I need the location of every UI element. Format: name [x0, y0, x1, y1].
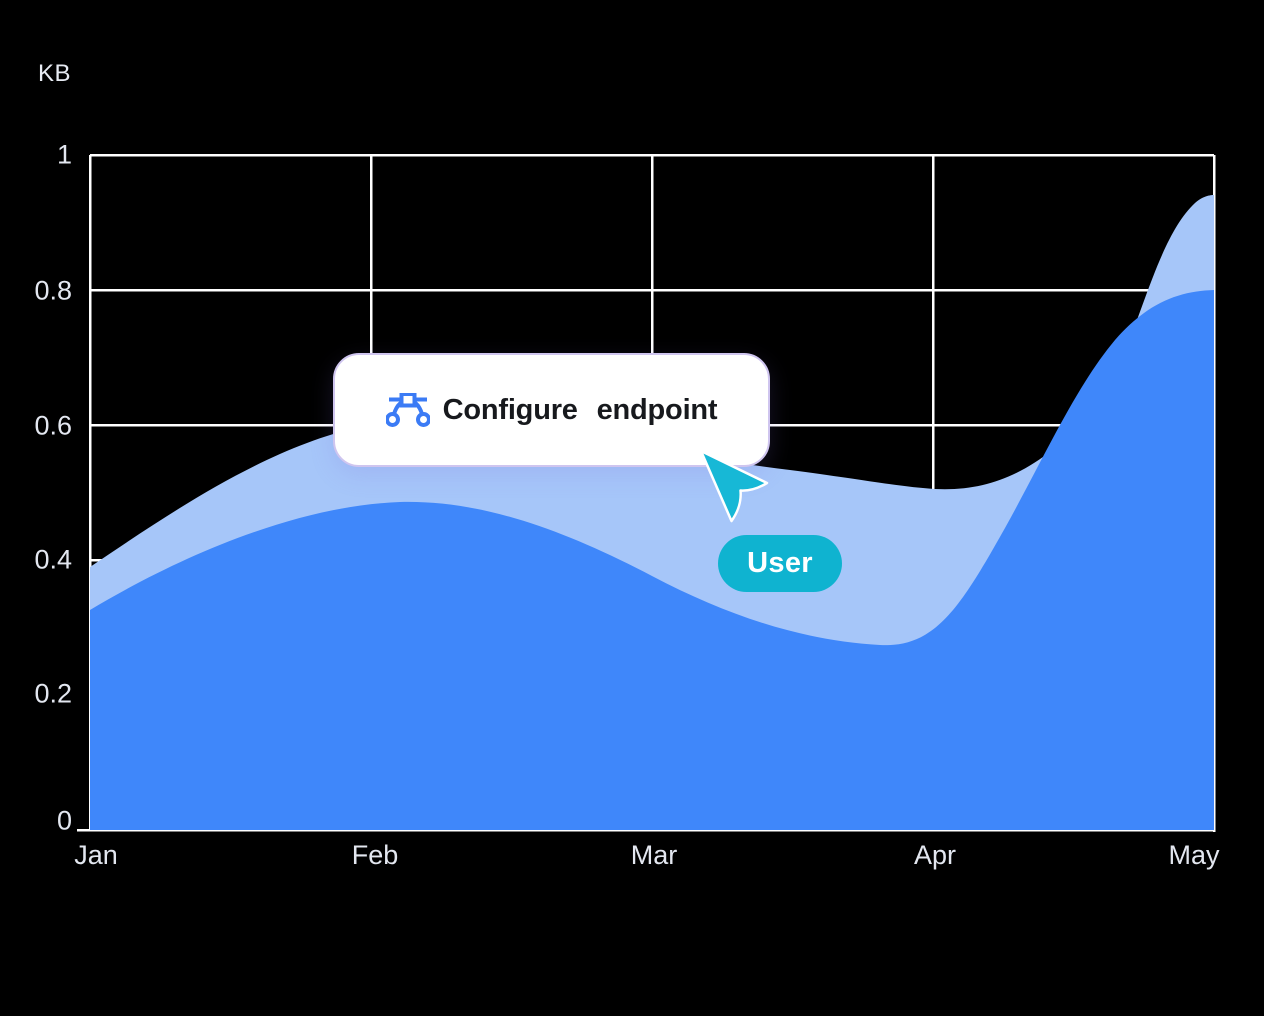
y-axis-unit-label: KB: [38, 60, 72, 87]
x-tick-apr: Apr: [913, 840, 957, 870]
y-tick-0-4: 0.4: [34, 544, 72, 575]
y-tick-1: 1: [56, 139, 72, 170]
y-tick-0-6: 0.6: [34, 410, 72, 441]
user-badge-label: User: [747, 547, 813, 579]
x-tick-may: May: [1168, 840, 1220, 870]
tooltip-label: Configure endpoint: [442, 393, 718, 426]
x-tick-mar: Mar: [630, 840, 678, 870]
y-tick-0-2: 0.2: [34, 678, 72, 709]
y-tick-0: 0: [56, 805, 72, 836]
user-presence-badge: User: [718, 535, 842, 592]
series-dark-blue-area: [90, 290, 1214, 830]
user-cursor-icon: [699, 449, 769, 523]
x-tick-feb: Feb: [351, 840, 399, 870]
configure-endpoint-button[interactable]: Configure endpoint: [333, 353, 770, 467]
bezier-curve-icon: [385, 392, 430, 428]
x-tick-jan: Jan: [74, 840, 118, 870]
y-tick-0-8: 0.8: [34, 275, 72, 306]
